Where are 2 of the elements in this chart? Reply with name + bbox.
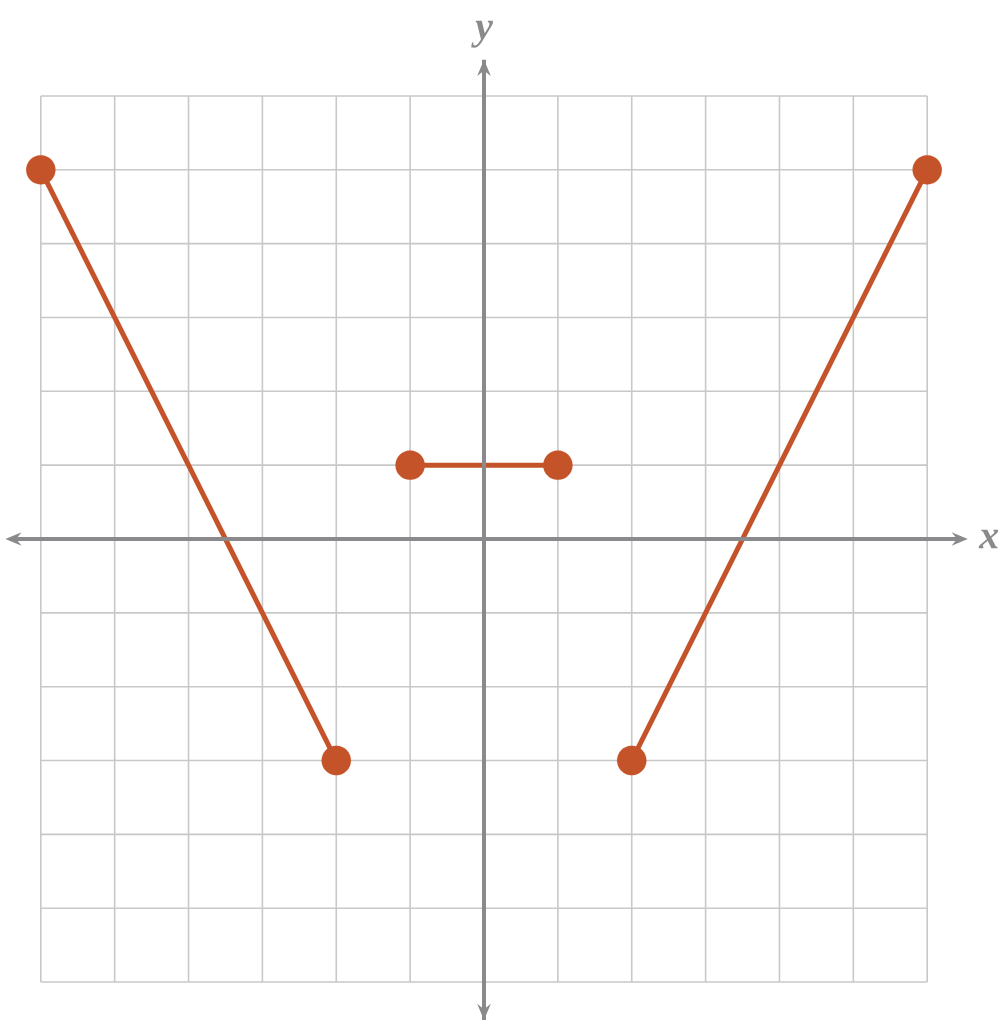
y-axis-title: y bbox=[471, 20, 493, 48]
x-axis-title: x bbox=[978, 529, 999, 549]
